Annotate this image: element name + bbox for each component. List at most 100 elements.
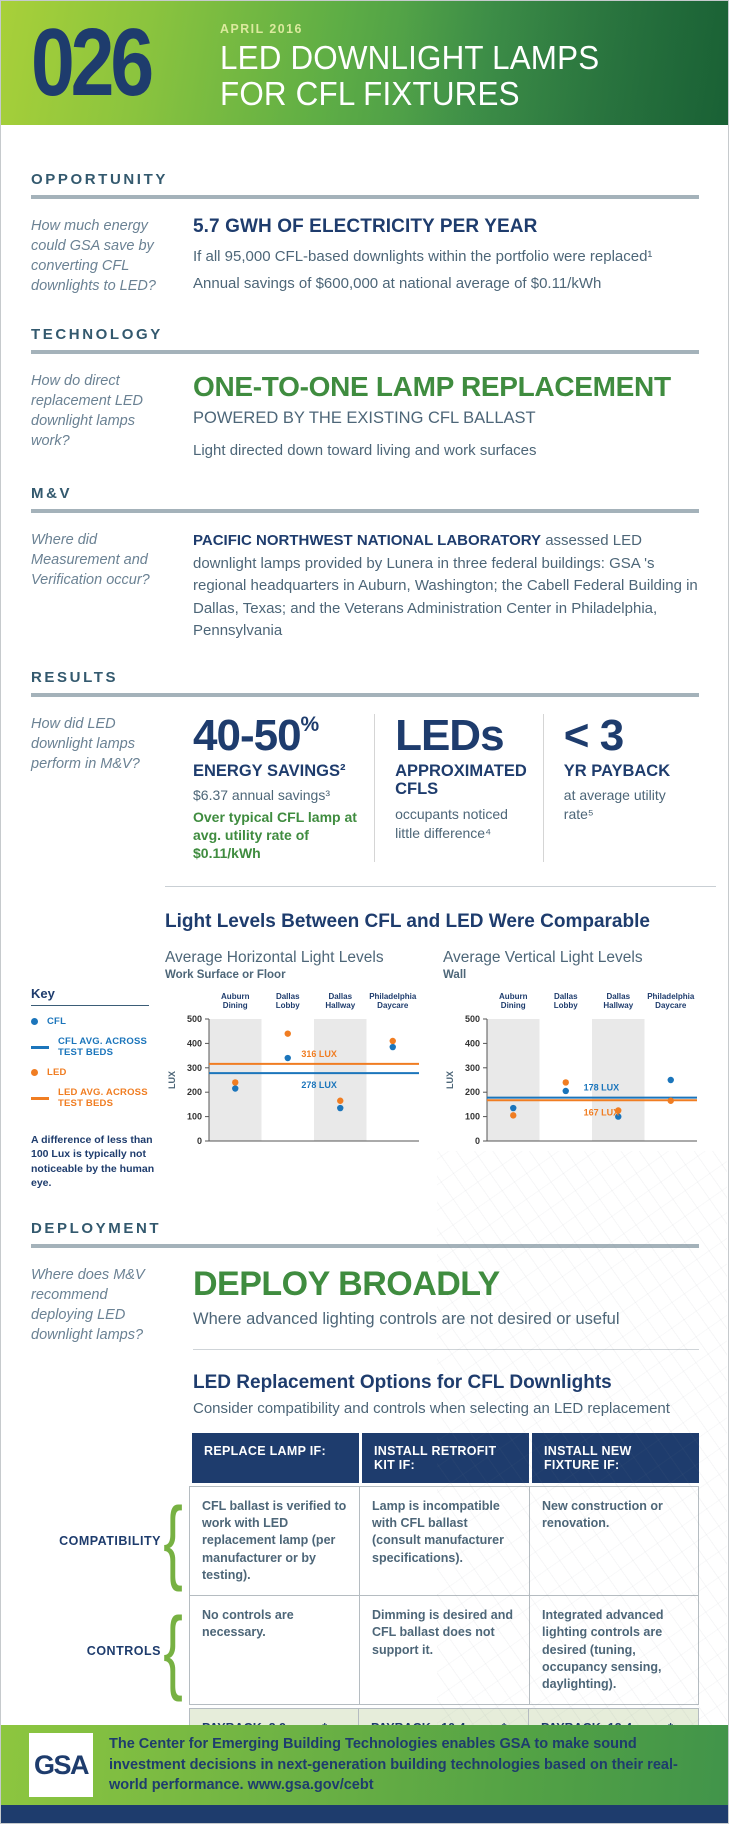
gsa-logo: GSA: [29, 1733, 93, 1797]
row-label-compatibility: COMPATIBILITY {: [59, 1488, 183, 1593]
technology-line: Light directed down toward living and wo…: [193, 442, 537, 459]
charts-title: Light Levels Between CFL and LED Were Co…: [165, 911, 650, 933]
svg-text:Auburn: Auburn: [221, 992, 250, 1001]
key-item-led: LED: [31, 1067, 165, 1078]
deployment-subhead: Where advanced lighting controls are not…: [193, 1309, 620, 1328]
divider-rule: [193, 1348, 699, 1350]
deployment-question: Where does M&V recommend deploying LED d…: [31, 1266, 145, 1343]
chart-subtitle-2: Wall: [443, 969, 467, 982]
stat-heading: APPROXIMATED CFLS: [395, 761, 527, 799]
table-cell: Dimming is desired and CFL ballast does …: [359, 1596, 529, 1706]
mv-lead: PACIFIC NORTHWEST NATIONAL LABORATORY: [193, 532, 542, 549]
stat-payback: < 3 YR PAYBACK at average utility rate⁵: [542, 710, 699, 863]
svg-text:Lobby: Lobby: [554, 1001, 579, 1010]
table-header-replace-lamp: REPLACE LAMP IF:: [192, 1432, 359, 1483]
table-cell: No controls are necessary.: [189, 1596, 359, 1706]
chart-key-title: Key: [31, 986, 149, 1007]
opportunity-line1: If all 95,000 CFL-based downlights withi…: [193, 248, 653, 265]
chart-subtitle-2: Work Surface or Floor: [165, 969, 286, 982]
led-line-swatch: [31, 1096, 49, 1100]
svg-text:Dallas: Dallas: [276, 992, 300, 1001]
brace-decoration: {: [163, 1598, 183, 1702]
results-stats: 40-50% ENERGY SAVINGS² $6.37 annual savi…: [193, 710, 699, 863]
svg-text:Lobby: Lobby: [276, 1001, 301, 1010]
table-header-new-fixture: INSTALL NEW FIXTURE IF:: [532, 1432, 699, 1483]
results-question: How did LED downlight lamps perform in M…: [31, 715, 140, 772]
table-cell: Integrated advanced lighting controls ar…: [529, 1596, 699, 1706]
svg-text:300: 300: [187, 1063, 202, 1073]
light-levels-block: Key CFL CFL AVG. ACROSS TEST BEDS LED LE…: [1, 870, 728, 1190]
svg-text:300: 300: [465, 1063, 480, 1073]
opportunity-headline: 5.7 GWH OF ELECTRICITY PER YEAR: [193, 216, 538, 237]
stat-big-value: LEDs: [395, 710, 504, 760]
stat-big-value: < 3: [563, 710, 624, 760]
chart-key-note: A difference of less than 100 Lux is typ…: [31, 1134, 155, 1189]
svg-text:100: 100: [465, 1112, 480, 1122]
section-rule: [31, 509, 699, 513]
key-item-label: CFL: [47, 1016, 67, 1028]
technology-headline: ONE-TO-ONE LAMP REPLACEMENT: [193, 371, 671, 402]
section-opportunity: OPPORTUNITY How much energy could GSA sa…: [1, 171, 728, 296]
svg-text:316 LUX: 316 LUX: [301, 1049, 337, 1059]
header-banner: 026 APRIL 2016 LED DOWNLIGHT LAMPS FOR C…: [1, 1, 728, 125]
svg-text:Hallway: Hallway: [325, 1001, 355, 1010]
svg-text:Dining: Dining: [223, 1001, 248, 1010]
table-cell: New construction or renovation.: [529, 1485, 699, 1597]
svg-text:0: 0: [197, 1136, 202, 1146]
svg-text:500: 500: [465, 1014, 480, 1024]
cfl-dot-swatch: [31, 1018, 38, 1026]
svg-text:Hallway: Hallway: [603, 1001, 633, 1010]
svg-text:LUX: LUX: [167, 1071, 177, 1089]
svg-text:400: 400: [465, 1039, 480, 1049]
svg-text:Auburn: Auburn: [499, 992, 528, 1001]
svg-text:LUX: LUX: [445, 1071, 455, 1089]
stat-heading: ENERGY SAVINGS²: [193, 761, 346, 780]
header-text: APRIL 2016 LED DOWNLIGHT LAMPS FOR CFL F…: [220, 11, 599, 113]
svg-text:178 LUX: 178 LUX: [584, 1083, 620, 1093]
mv-text: assessed LED downlight lamps provided by…: [193, 532, 698, 639]
technology-content: ONE-TO-ONE LAMP REPLACEMENT POWERED BY T…: [193, 371, 699, 459]
section-results: RESULTS How did LED downlight lamps perf…: [1, 669, 728, 863]
svg-text:100: 100: [187, 1112, 202, 1122]
page-title-line2: FOR CFL FIXTURES: [220, 75, 520, 113]
table-cell: Lamp is incompatible with CFL ballast (c…: [359, 1485, 529, 1597]
svg-text:500: 500: [187, 1014, 202, 1024]
svg-text:Dallas: Dallas: [606, 992, 630, 1001]
footer-url-link[interactable]: www.gsa.gov/cebt: [247, 1777, 374, 1794]
svg-text:200: 200: [187, 1087, 202, 1097]
chart-subtitle: Average Vertical Light Levels: [443, 949, 643, 967]
mv-paragraph: PACIFIC NORTHWEST NATIONAL LABORATORY as…: [193, 530, 699, 643]
svg-text:167 LUX: 167 LUX: [584, 1107, 620, 1117]
led-dot-swatch: [31, 1069, 38, 1077]
table-cell: CFL ballast is verified to work with LED…: [189, 1485, 359, 1597]
section-label-deployment: DEPLOYMENT: [31, 1219, 162, 1237]
vertical-light-levels-chart: Average Vertical Light Levels Wall Aubur…: [443, 949, 711, 1159]
section-technology: TECHNOLOGY How do direct replacement LED…: [1, 326, 728, 459]
charts-column: Light Levels Between CFL and LED Were Co…: [165, 870, 716, 1190]
options-table-title: LED Replacement Options for CFL Downligh…: [193, 1371, 612, 1393]
section-deployment: DEPLOYMENT Where does M&V recommend depl…: [1, 1220, 728, 1417]
key-item-label: CFL AVG. ACROSS TEST BEDS: [58, 1036, 148, 1059]
page-title-line1: LED DOWNLIGHT LAMPS: [220, 39, 600, 76]
horizontal-light-levels-chart: Average Horizontal Light Levels Work Sur…: [165, 949, 433, 1159]
bottom-navy-strip: [1, 1805, 728, 1823]
section-label-technology: TECHNOLOGY: [31, 326, 163, 343]
key-item-cfl: CFL: [31, 1016, 165, 1027]
svg-text:0: 0: [475, 1136, 480, 1146]
footer-text: The Center for Emerging Building Technol…: [109, 1736, 678, 1794]
mv-question: Where did Measurement and Verification o…: [31, 532, 150, 588]
svg-text:Philadelphia: Philadelphia: [647, 992, 695, 1001]
chart-subtitle: Average Horizontal Light Levels: [165, 949, 384, 967]
svg-text:Daycare: Daycare: [655, 1001, 687, 1010]
options-table-subtitle: Consider compatibility and controls when…: [193, 1399, 670, 1417]
opportunity-line2: Annual savings of $600,000 at national a…: [193, 275, 602, 292]
divider-rule: [165, 886, 716, 888]
stat-heading: YR PAYBACK: [563, 761, 671, 780]
stat-big-value: 40-50%: [193, 710, 320, 760]
brace-decoration: {: [163, 1488, 183, 1593]
stat-leds-approximated: LEDs APPROXIMATED CFLS occupants noticed…: [374, 710, 543, 863]
table-header-retrofit-kit: INSTALL RETROFIT KIT IF:: [362, 1432, 529, 1483]
stat-energy-savings: 40-50% ENERGY SAVINGS² $6.37 annual savi…: [193, 710, 374, 863]
svg-text:400: 400: [187, 1039, 202, 1049]
